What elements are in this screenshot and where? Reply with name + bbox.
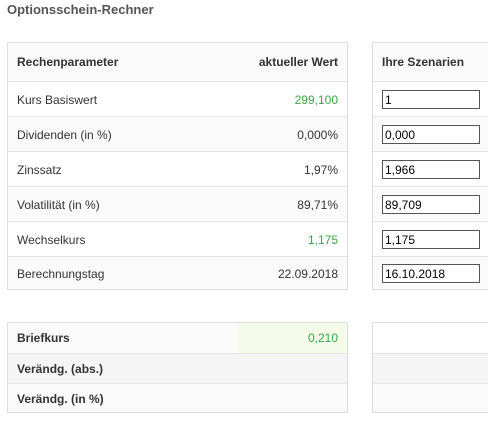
parameters-header: Rechenparameter aktueller Wert bbox=[8, 43, 347, 81]
scenario-row bbox=[373, 116, 488, 151]
scenario-input-kurs-basiswert[interactable] bbox=[382, 90, 480, 109]
scenario-result-row bbox=[373, 353, 488, 383]
parameters-panel: Rechenparameter aktueller Wert Kurs Basi… bbox=[7, 42, 348, 290]
scenario-row bbox=[373, 221, 488, 256]
scenario-row bbox=[373, 256, 488, 289]
briefkurs-highlight bbox=[238, 323, 347, 353]
result-value: 0,210 bbox=[307, 331, 338, 345]
param-value: 89,71% bbox=[297, 198, 338, 212]
param-row-kurs-basiswert: Kurs Basiswert 299,100 bbox=[8, 81, 347, 116]
scenario-result-row bbox=[373, 323, 488, 353]
result-label: Verändg. (in %) bbox=[17, 392, 104, 406]
header-ihre-szenarien: Ihre Szenarien bbox=[382, 55, 465, 69]
results-panel: Briefkurs 0,210 Verändg. (abs.) Verändg.… bbox=[7, 322, 348, 413]
param-row-berechnungstag: Berechnungstag 22.09.2018 bbox=[8, 256, 347, 289]
param-label: Volatilität (in %) bbox=[17, 198, 100, 212]
param-value: 1,97% bbox=[303, 163, 338, 177]
param-label: Dividenden (in %) bbox=[17, 128, 112, 142]
param-label: Berechnungstag bbox=[17, 267, 105, 281]
scenario-input-zinssatz[interactable] bbox=[382, 160, 480, 179]
result-row-veraendg-pct: Verändg. (in %) bbox=[8, 383, 347, 412]
param-value: 1,175 bbox=[307, 233, 338, 247]
param-label: Kurs Basiswert bbox=[17, 93, 98, 107]
param-label: Wechselkurs bbox=[17, 233, 86, 247]
header-rechenparameter: Rechenparameter bbox=[17, 55, 119, 69]
scenario-row bbox=[373, 151, 488, 186]
scenario-result-row bbox=[373, 383, 488, 412]
page-title: Optionsschein-Rechner bbox=[7, 2, 154, 17]
result-row-veraendg-abs: Verändg. (abs.) bbox=[8, 353, 347, 383]
scenario-input-dividenden[interactable] bbox=[382, 125, 480, 144]
scenarios-header: Ihre Szenarien bbox=[373, 43, 488, 81]
scenarios-panel: Ihre Szenarien bbox=[372, 42, 488, 290]
param-value: 299,100 bbox=[294, 93, 338, 107]
param-label: Zinssatz bbox=[17, 163, 62, 177]
param-row-volatilitaet: Volatilität (in %) 89,71% bbox=[8, 186, 347, 221]
result-row-briefkurs: Briefkurs 0,210 bbox=[8, 323, 347, 353]
result-label: Briefkurs bbox=[17, 331, 70, 345]
scenario-input-wechselkurs[interactable] bbox=[382, 230, 480, 249]
scenario-results-panel bbox=[372, 322, 488, 413]
scenario-row bbox=[373, 81, 488, 116]
param-row-dividenden: Dividenden (in %) 0,000% bbox=[8, 116, 347, 151]
param-row-wechselkurs: Wechselkurs 1,175 bbox=[8, 221, 347, 256]
header-aktueller-wert: aktueller Wert bbox=[258, 55, 338, 69]
param-row-zinssatz: Zinssatz 1,97% bbox=[8, 151, 347, 186]
scenario-row bbox=[373, 186, 488, 221]
scenario-input-berechnungstag[interactable] bbox=[382, 264, 480, 283]
param-value: 0,000% bbox=[297, 128, 338, 142]
result-label: Verändg. (abs.) bbox=[17, 362, 104, 376]
param-value: 22.09.2018 bbox=[277, 267, 338, 281]
scenario-input-volatilitaet[interactable] bbox=[382, 195, 480, 214]
